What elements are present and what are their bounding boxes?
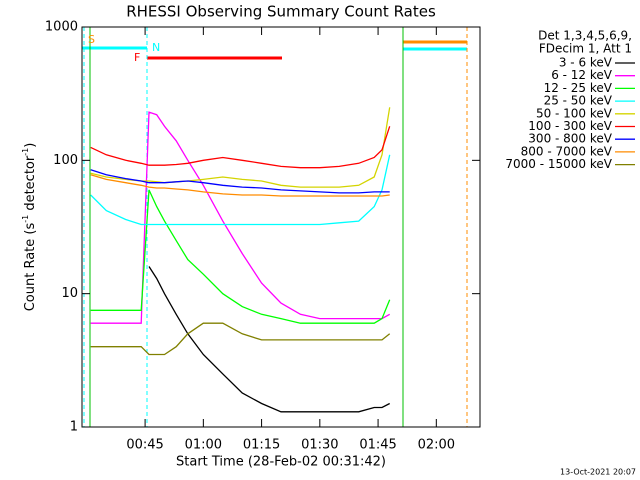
legend-label: 25 - 50 keV bbox=[544, 94, 613, 108]
legend-header: FDecim 1, Att 1 bbox=[539, 42, 632, 56]
data-line bbox=[90, 126, 391, 169]
x-tick-label: 01:45 bbox=[359, 438, 396, 453]
data-line bbox=[90, 189, 391, 324]
legend-label: 7000 - 15000 keV bbox=[505, 157, 612, 171]
flag-label: N bbox=[152, 41, 160, 54]
x-tick-label: 01:15 bbox=[243, 438, 280, 453]
x-axis-label: Start Time (28-Feb-02 00:31:42) bbox=[176, 455, 386, 470]
flag-label: S bbox=[88, 33, 95, 46]
legend-label: 300 - 800 keV bbox=[528, 132, 612, 146]
legend-label: 6 - 12 keV bbox=[551, 68, 613, 82]
footer: 13-Oct-2021 20:07 bbox=[560, 468, 636, 477]
data-line bbox=[148, 266, 390, 413]
x-tick-label: 02:00 bbox=[418, 438, 455, 453]
y-tick-label: 10 bbox=[61, 286, 78, 301]
data-line bbox=[90, 111, 391, 324]
chart-title: RHESSI Observing Summary Count Rates bbox=[126, 3, 436, 21]
data-line bbox=[90, 169, 390, 194]
plot-frame bbox=[81, 26, 481, 428]
legend-label: 800 - 7000 keV bbox=[521, 144, 613, 158]
legend-header: Det 1,3,4,5,6,9, bbox=[538, 29, 632, 43]
y-axis-label: Count Rate (s-1 detector-1) bbox=[21, 143, 38, 312]
y-tick-label: 1000 bbox=[45, 20, 78, 35]
x-tick-label: 00:45 bbox=[126, 438, 163, 453]
data-line bbox=[90, 154, 391, 226]
data-line bbox=[90, 174, 390, 197]
x-tick-label: 01:00 bbox=[185, 438, 222, 453]
legend-label: 3 - 6 keV bbox=[559, 56, 613, 70]
legend-label: 12 - 25 keV bbox=[544, 81, 613, 95]
legend-label: 50 - 100 keV bbox=[536, 106, 613, 120]
flag-label: F bbox=[134, 51, 140, 64]
data-line bbox=[90, 322, 391, 356]
x-tick-label: 01:30 bbox=[301, 438, 338, 453]
y-tick-label: 1 bbox=[70, 420, 78, 435]
legend-label: 100 - 300 keV bbox=[528, 119, 612, 133]
y-tick-label: 100 bbox=[53, 153, 78, 168]
